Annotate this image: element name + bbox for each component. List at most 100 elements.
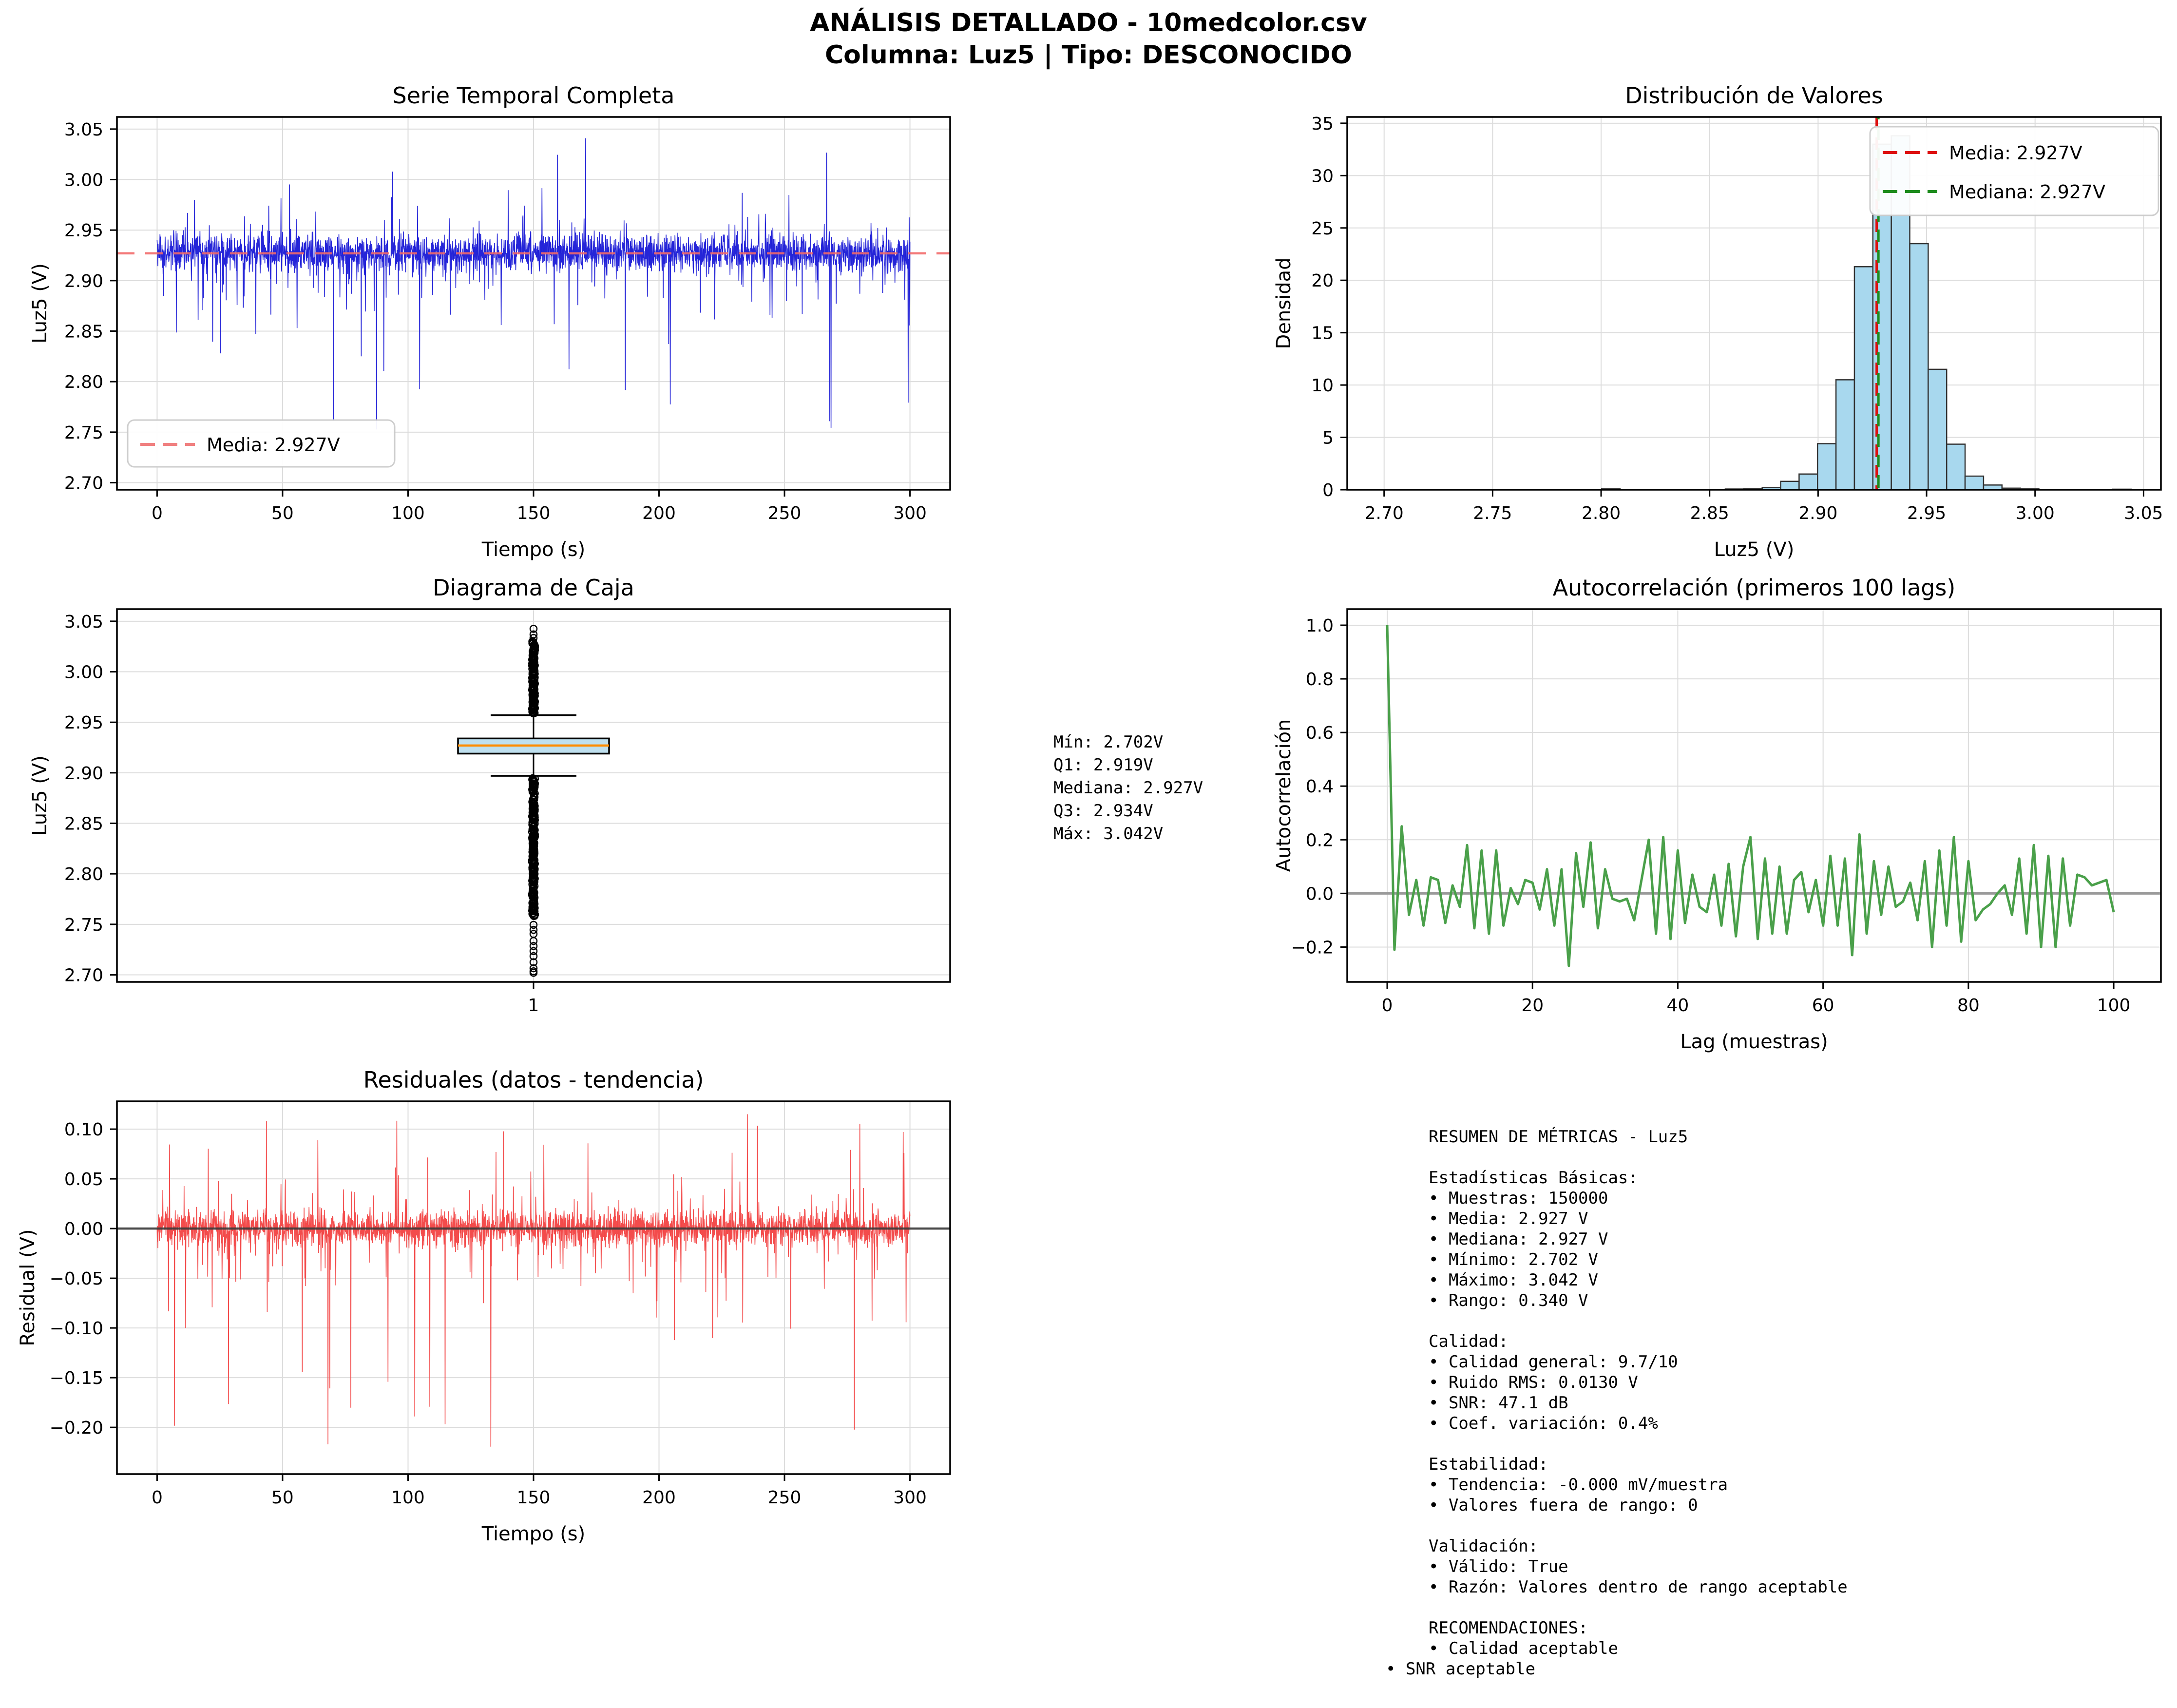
outlier-point <box>529 937 538 945</box>
text-line: • Tendencia: -0.000 mV/muestra <box>1429 1475 1728 1495</box>
y-tick-label: 2.90 <box>64 271 103 291</box>
series-path <box>1386 625 2115 967</box>
outlier-point <box>529 921 538 929</box>
outlier-point <box>529 866 537 874</box>
outlier-point <box>529 952 538 960</box>
outlier-point <box>528 899 536 907</box>
x-tick-label: 40 <box>1667 996 1689 1016</box>
x-tick-label: 2.90 <box>1798 503 1837 523</box>
x-axis-label: Tiempo (s) <box>481 538 586 561</box>
chart-serie-temporal: 0 50 100 150 200 250 300 2.70 2.75 2.80 2.85 2.90 2.… <box>29 82 951 561</box>
outlier-point <box>528 877 536 885</box>
outlier-point <box>529 655 538 663</box>
chart-title: Serie Temporal Completa <box>393 82 675 109</box>
x-tick-label: 3.00 <box>2016 503 2055 523</box>
x-tick-label: 50 <box>271 1488 294 1508</box>
text-line <box>1429 1516 1848 1536</box>
outlier-point <box>529 779 537 787</box>
x-tick-label: 3.05 <box>2124 503 2163 523</box>
text-line: • Mínimo: 2.702 V <box>1429 1250 1598 1269</box>
y-axis-label: Luz5 (V) <box>29 263 51 344</box>
x-tick-label: 300 <box>893 503 927 523</box>
text-line: Mín: 2.702V <box>1053 732 1164 752</box>
y-tick-label: −0.05 <box>50 1269 103 1289</box>
text-line <box>1429 1434 1848 1454</box>
y-tick-label: 0.4 <box>1306 777 1334 797</box>
y-tick-label: 0.8 <box>1306 670 1334 690</box>
text-line: • Coef. variación: 0.4% <box>1429 1414 1658 1433</box>
hist-bar <box>1909 243 1929 491</box>
text-line: Mediana: 2.927V <box>1053 778 1203 798</box>
boxplot-stats-text: Mín: 2.702V Q1: 2.919V Mediana: 2.927V Q3: … <box>1053 731 1203 845</box>
outlier-point <box>528 785 536 794</box>
y-tick-label: 2.75 <box>64 915 103 935</box>
text-line: RECOMENDACIONES: <box>1429 1618 1588 1638</box>
axes-frame <box>1346 608 2162 983</box>
text-line: Q1: 2.919V <box>1053 755 1153 775</box>
y-tick-label: 15 <box>1311 324 1334 344</box>
x-tick-label: 0 <box>152 1488 163 1508</box>
text-line: • Máximo: 3.042 V <box>1429 1270 1598 1290</box>
text-line: Validación: <box>1429 1536 1539 1556</box>
outlier-point <box>529 630 538 639</box>
outlier-point <box>529 674 537 683</box>
outlier-point <box>530 703 538 711</box>
text-line: Calidad: <box>1429 1332 1509 1351</box>
y-tick-label: 3.00 <box>64 171 103 191</box>
y-tick-label: 2.75 <box>64 423 103 443</box>
text-line: • SNR aceptable <box>1386 1659 1536 1679</box>
x-tick-label: 2.70 <box>1365 503 1404 523</box>
outlier-point <box>529 886 538 895</box>
outlier-point <box>531 679 539 687</box>
x-tick-label: 50 <box>271 503 294 523</box>
text-line: • Valores fuera de rango: 0 <box>1429 1496 1698 1515</box>
y-tick-label: 0.10 <box>64 1120 103 1140</box>
text-line: • Ruido RMS: 0.0130 V <box>1429 1373 1638 1392</box>
x-tick-label: 2.80 <box>1582 503 1621 523</box>
outlier-point <box>529 846 537 855</box>
outlier-point <box>529 816 537 824</box>
y-tick-label: −0.10 <box>50 1319 103 1339</box>
outlier-point <box>528 798 536 806</box>
y-tick-label: 0 <box>1322 480 1334 500</box>
text-line: Estabilidad: <box>1429 1455 1548 1474</box>
outlier-point <box>529 942 538 950</box>
x-tick-label: 150 <box>517 503 551 523</box>
x-tick-label: 300 <box>893 1488 927 1508</box>
y-tick-label: 2.80 <box>64 372 103 392</box>
y-tick-label: 2.95 <box>64 713 103 733</box>
x-tick-label: 60 <box>1812 996 1834 1016</box>
chart-title: Autocorrelación (primeros 100 lags) <box>1553 575 1956 601</box>
text-line: Q3: 2.934V <box>1053 801 1153 821</box>
y-tick-label: 2.80 <box>64 864 103 884</box>
y-tick-label: 5 <box>1322 428 1334 448</box>
hist-bar <box>1780 480 1800 491</box>
outlier-point <box>529 925 538 934</box>
chart-title: Diagrama de Caja <box>433 575 634 601</box>
legend-label: Media: 2.927V <box>207 434 340 456</box>
y-axis-label: Residual (V) <box>17 1229 39 1346</box>
x-tick-label: 150 <box>517 1488 551 1508</box>
hist-bar <box>1964 475 1985 491</box>
legend-box <box>127 419 396 468</box>
chart-title: Residuales (datos - tendencia) <box>363 1067 704 1093</box>
hist-bar <box>1817 443 1837 491</box>
x-tick-label: 100 <box>391 1488 425 1508</box>
y-tick-label: 2.70 <box>64 473 103 493</box>
y-tick-label: 3.05 <box>64 612 103 632</box>
text-line: • Válido: True <box>1429 1557 1568 1576</box>
text-line: • Media: 2.927 V <box>1429 1209 1588 1228</box>
figure-title-line1: ANÁLISIS DETALLADO - 10medcolor.csv <box>810 8 1367 38</box>
x-axis-label: Luz5 (V) <box>1714 538 1795 561</box>
text-line: • Razón: Valores dentro de rango aceptab… <box>1429 1577 1848 1597</box>
metrics-panel: RESUMEN DE MÉTRICAS - Luz5 Estadísticas … <box>1386 1127 1848 1679</box>
text-line: RESUMEN DE MÉTRICAS - Luz5 <box>1429 1127 1688 1147</box>
x-tick-label: 0 <box>1382 996 1393 1016</box>
hist-bar <box>1946 443 1966 491</box>
text-line: • Calidad general: 9.7/10 <box>1429 1352 1678 1372</box>
y-tick-label: 0.6 <box>1306 723 1334 743</box>
text-line: • SNR: 47.1 dB <box>1429 1393 1568 1413</box>
chart-distribucion: 2.70 2.75 2.80 2.85 2.90 2.95 3.00 3.05 0 5 10 15 20… <box>1273 82 2163 561</box>
